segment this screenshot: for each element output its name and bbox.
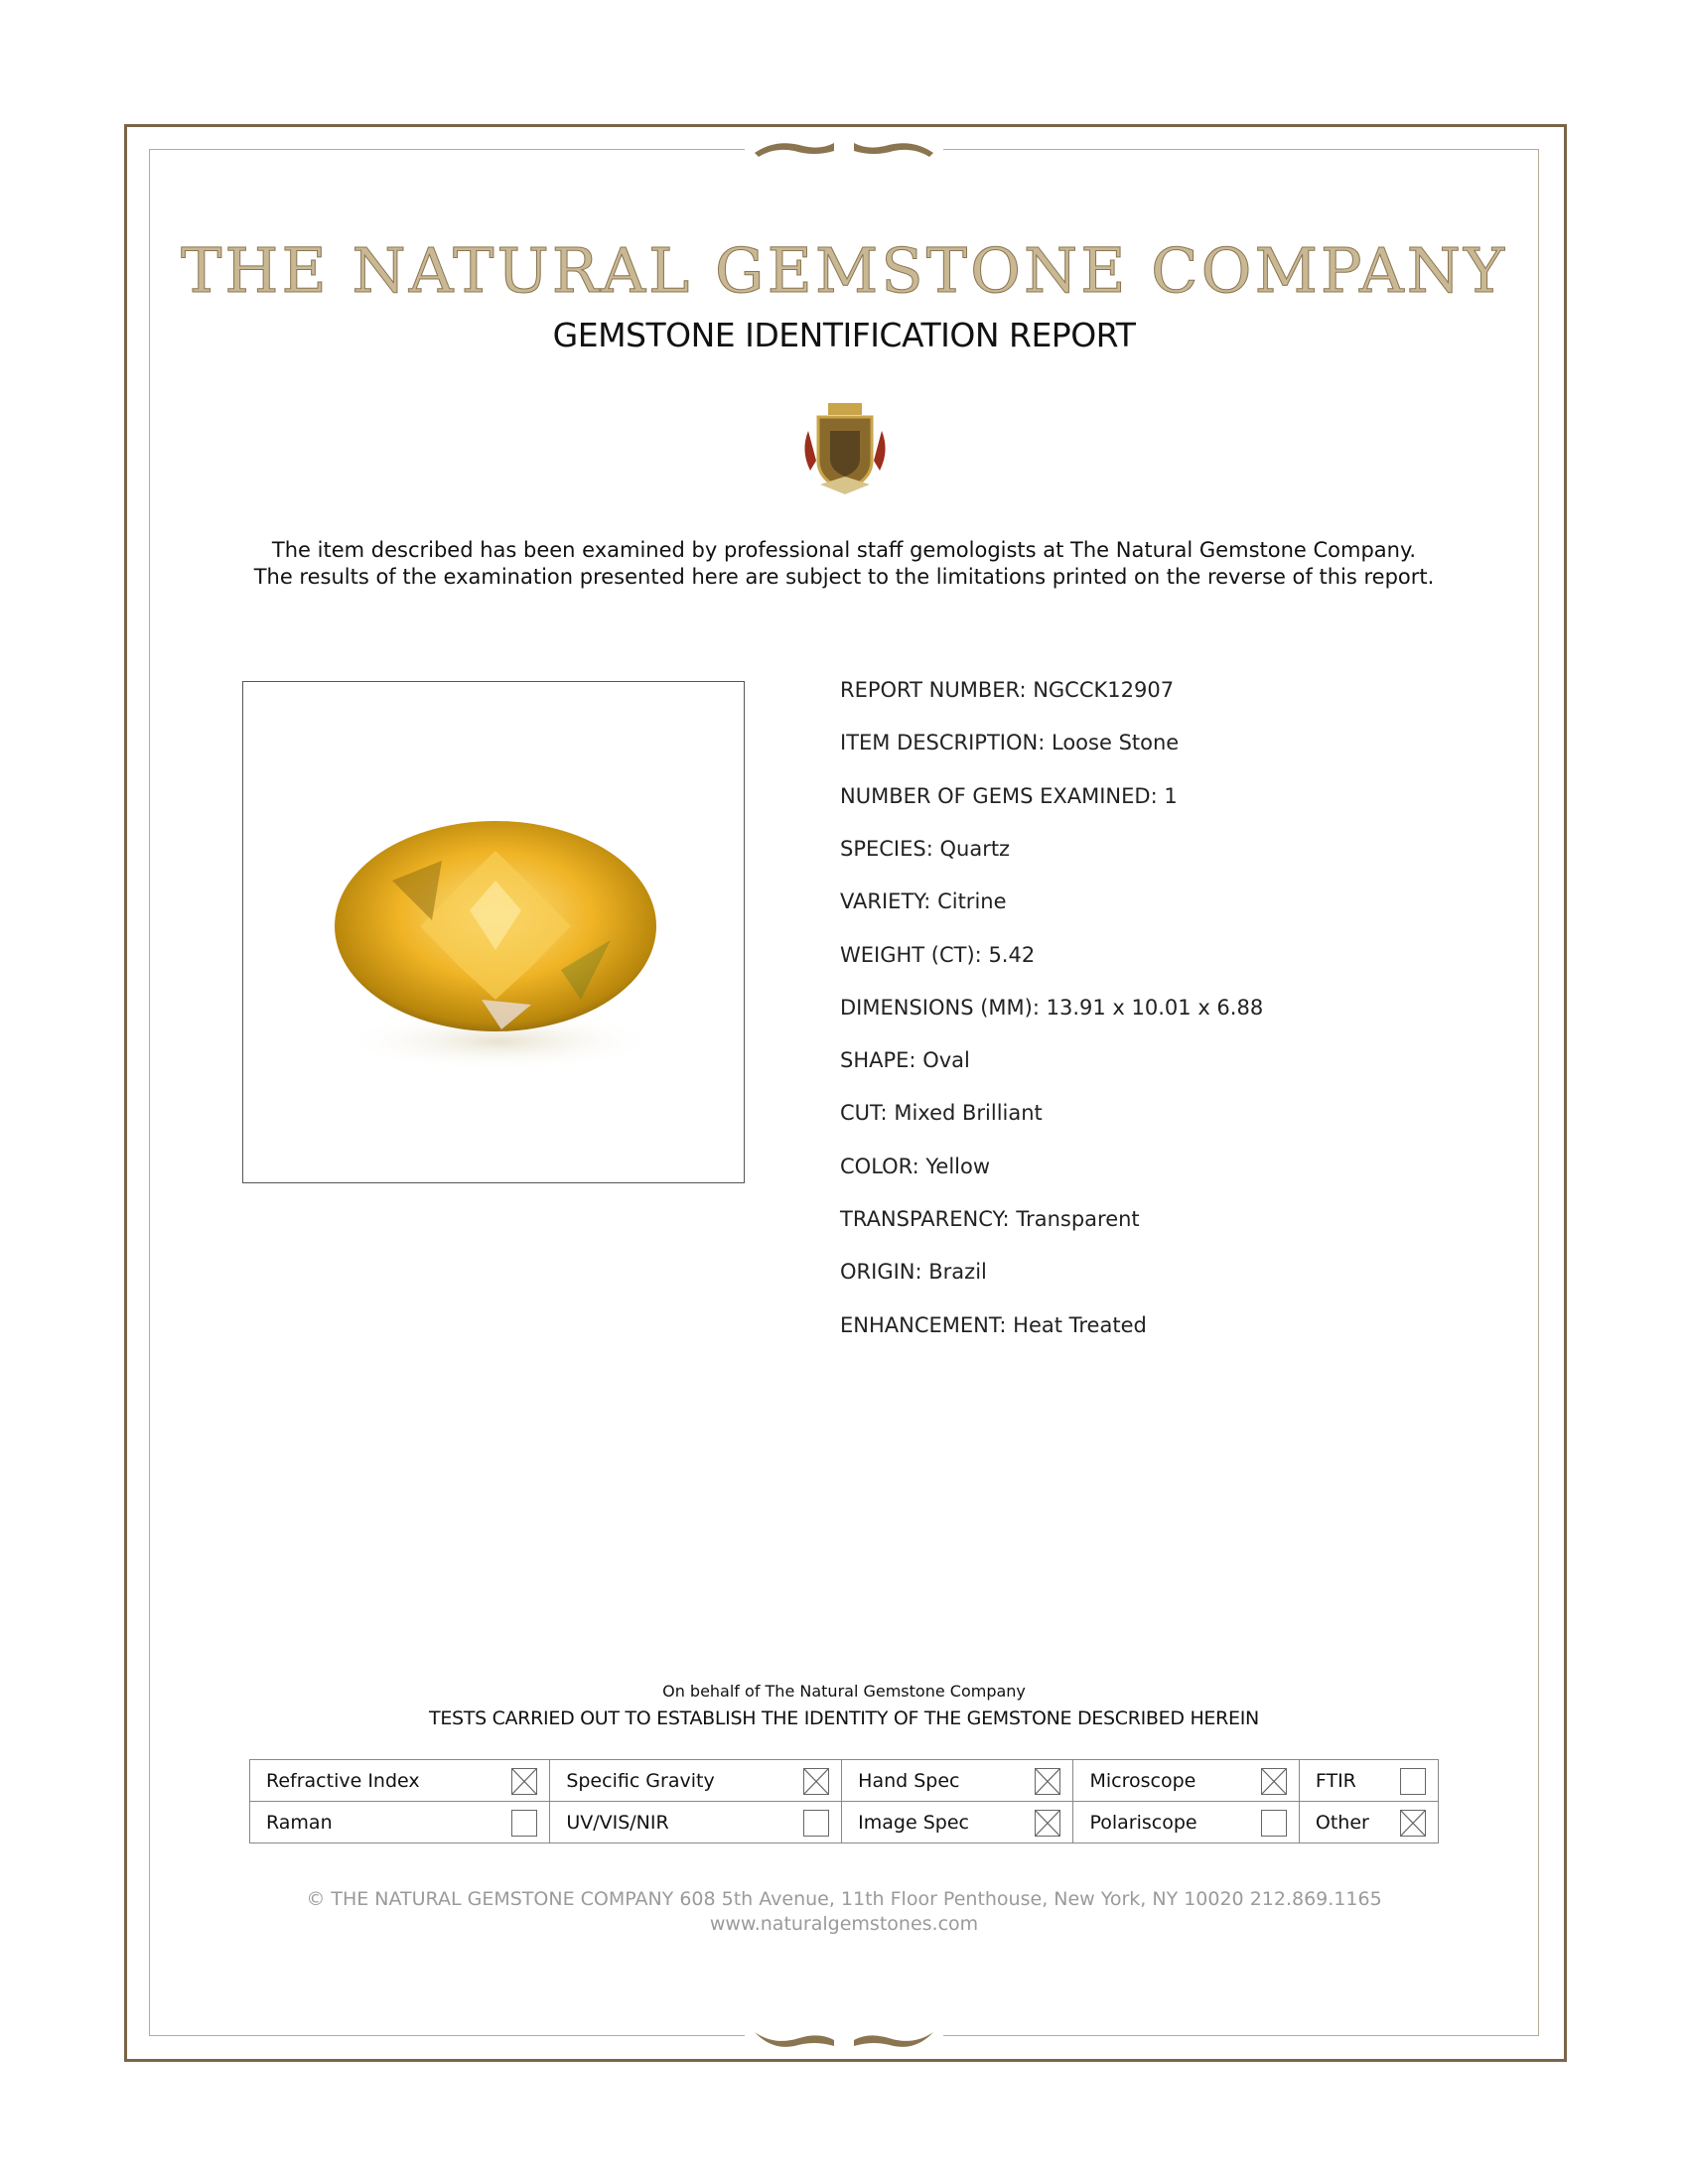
- test-cell: FTIR: [1298, 1759, 1440, 1802]
- report-title: GEMSTONE IDENTIFICATION REPORT: [552, 316, 1136, 354]
- bottom-ornament-icon: [745, 2022, 943, 2052]
- field-row: NUMBER OF GEMS EXAMINED: 1: [840, 784, 1178, 808]
- test-label: Specific Gravity: [566, 1769, 715, 1792]
- test-cell: Refractive Index: [248, 1759, 551, 1802]
- empty-box-icon[interactable]: [1400, 1768, 1426, 1795]
- test-label: Raman: [266, 1811, 333, 1834]
- field-row: SHAPE: Oval: [840, 1048, 970, 1072]
- test-label: Refractive Index: [266, 1769, 420, 1792]
- test-cell: Raman: [248, 1801, 551, 1843]
- test-cell: Microscope: [1072, 1759, 1300, 1802]
- field-row: SPECIES: Quartz: [840, 837, 1010, 861]
- field-row: COLOR: Yellow: [840, 1155, 990, 1178]
- outer-border: [124, 124, 1567, 2062]
- field-row: ORIGIN: Brazil: [840, 1260, 987, 1284]
- checked-box-icon[interactable]: [1260, 1768, 1287, 1795]
- checked-box-icon[interactable]: [803, 1768, 830, 1795]
- field-label: TRANSPARENCY:: [840, 1207, 1010, 1231]
- test-cell: Hand Spec: [841, 1759, 1074, 1802]
- top-ornament-icon: [745, 131, 943, 161]
- tests-table: Refractive Index Specific Gravity Hand Spe…: [248, 1759, 1440, 1843]
- field-label: CUT:: [840, 1101, 888, 1126]
- field-label: ENHANCEMENT:: [840, 1312, 1007, 1337]
- field-value: 13.91 x 10.01 x 6.88: [1046, 995, 1264, 1020]
- intro-line-1: The item described has been examined by …: [271, 538, 1417, 562]
- field-label: VARIETY:: [840, 889, 931, 914]
- company-crest-icon: [804, 403, 886, 494]
- field-label: ITEM DESCRIPTION:: [840, 731, 1046, 755]
- field-value: Loose Stone: [1052, 731, 1180, 755]
- field-row: ITEM DESCRIPTION: Loose Stone: [840, 731, 1179, 754]
- field-value: Brazil: [928, 1260, 987, 1285]
- tests-heading: TESTS CARRIED OUT TO ESTABLISH THE IDENT…: [429, 1707, 1259, 1729]
- checked-box-icon[interactable]: [1400, 1810, 1426, 1837]
- empty-box-icon[interactable]: [511, 1810, 538, 1837]
- field-value: Citrine: [937, 889, 1007, 914]
- field-value: Mixed Brilliant: [894, 1101, 1043, 1126]
- field-value: NGCCK12907: [1033, 678, 1175, 702]
- test-cell: Polariscope: [1072, 1801, 1300, 1843]
- field-label: REPORT NUMBER:: [840, 678, 1027, 702]
- field-row: WEIGHT (CT): 5.42: [840, 943, 1035, 967]
- on-behalf-text: On behalf of The Natural Gemstone Compan…: [662, 1682, 1026, 1701]
- field-label: WEIGHT (CT):: [840, 942, 982, 967]
- field-value: Yellow: [925, 1154, 991, 1178]
- test-label: Hand Spec: [858, 1769, 960, 1792]
- field-value: 5.42: [988, 942, 1036, 967]
- field-label: NUMBER OF GEMS EXAMINED:: [840, 783, 1158, 808]
- field-label: SHAPE:: [840, 1048, 916, 1073]
- test-cell: Image Spec: [841, 1801, 1074, 1843]
- field-value: Oval: [922, 1048, 970, 1073]
- company-title: THE NATURAL GEMSTONE COMPANY: [181, 234, 1507, 308]
- field-row: VARIETY: Citrine: [840, 889, 1007, 913]
- field-label: COLOR:: [840, 1154, 919, 1178]
- test-label: Polariscope: [1089, 1811, 1197, 1834]
- tests-row: Raman UV/VIS/NIR Image Spec Polariscope Othe…: [248, 1801, 1440, 1843]
- field-value: Heat Treated: [1013, 1312, 1147, 1337]
- field-row: DIMENSIONS (MM): 13.91 x 10.01 x 6.88: [840, 996, 1263, 1020]
- field-label: ORIGIN:: [840, 1260, 922, 1285]
- test-label: FTIR: [1315, 1769, 1356, 1792]
- field-value: Quartz: [939, 836, 1011, 861]
- test-label: UV/VIS/NIR: [566, 1811, 669, 1834]
- empty-box-icon[interactable]: [803, 1810, 830, 1837]
- checked-box-icon[interactable]: [1035, 1810, 1061, 1837]
- test-label: Image Spec: [858, 1811, 969, 1834]
- field-label: DIMENSIONS (MM):: [840, 995, 1040, 1020]
- test-label: Other: [1315, 1811, 1369, 1834]
- field-value: Transparent: [1016, 1207, 1140, 1231]
- test-cell: Other: [1298, 1801, 1440, 1843]
- field-row: REPORT NUMBER: NGCCK12907: [840, 678, 1174, 702]
- checked-box-icon[interactable]: [511, 1768, 538, 1795]
- footer-website: www.naturalgemstones.com: [709, 1913, 979, 1935]
- field-row: ENHANCEMENT: Heat Treated: [840, 1313, 1147, 1337]
- footer-address: © THE NATURAL GEMSTONE COMPANY 608 5th A…: [306, 1888, 1382, 1910]
- checked-box-icon[interactable]: [1035, 1768, 1061, 1795]
- gemstone-photo: [242, 681, 745, 1183]
- tests-row: Refractive Index Specific Gravity Hand Spe…: [248, 1759, 1440, 1802]
- test-cell: Specific Gravity: [549, 1759, 843, 1802]
- empty-box-icon[interactable]: [1260, 1810, 1287, 1837]
- field-row: CUT: Mixed Brilliant: [840, 1101, 1043, 1125]
- intro-line-2: The results of the examination presented…: [253, 565, 1435, 589]
- field-label: SPECIES:: [840, 836, 933, 861]
- test-cell: UV/VIS/NIR: [549, 1801, 843, 1843]
- test-label: Microscope: [1089, 1769, 1196, 1792]
- field-value: 1: [1164, 783, 1178, 808]
- field-row: TRANSPARENCY: Transparent: [840, 1207, 1140, 1231]
- gemstone-image: [335, 821, 658, 1071]
